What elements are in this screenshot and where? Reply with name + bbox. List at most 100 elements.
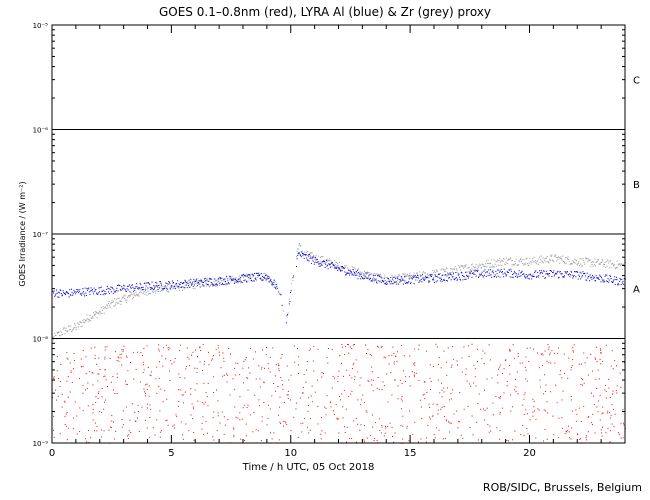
data-point-lyra_zr bbox=[482, 264, 484, 266]
data-point-goes bbox=[191, 403, 193, 405]
data-point-lyra_al bbox=[465, 278, 467, 280]
data-point-lyra_zr bbox=[120, 303, 122, 305]
data-point-lyra_al bbox=[572, 276, 574, 278]
data-point-lyra_al bbox=[529, 273, 531, 275]
data-point-lyra_zr bbox=[208, 285, 210, 287]
data-point-lyra_zr bbox=[489, 262, 491, 264]
data-point-goes bbox=[492, 414, 494, 416]
data-point-lyra_al bbox=[423, 279, 425, 281]
data-point-lyra_zr bbox=[486, 266, 488, 268]
data-point-lyra_zr bbox=[269, 281, 271, 283]
data-point-goes bbox=[226, 381, 228, 383]
data-point-goes bbox=[261, 366, 263, 368]
data-point-lyra_al bbox=[133, 290, 135, 292]
data-point-goes bbox=[116, 373, 118, 375]
data-point-lyra_zr bbox=[149, 293, 151, 295]
data-point-goes bbox=[179, 377, 181, 379]
data-point-lyra_zr bbox=[487, 262, 489, 264]
data-point-goes bbox=[543, 409, 545, 411]
data-point-goes bbox=[192, 406, 194, 408]
data-point-goes bbox=[360, 377, 362, 379]
data-point-lyra_zr bbox=[549, 258, 551, 260]
data-point-goes bbox=[96, 425, 98, 427]
data-point-lyra_zr bbox=[97, 313, 99, 315]
data-point-lyra_al bbox=[571, 271, 573, 273]
data-point-goes bbox=[602, 426, 604, 428]
data-point-goes bbox=[64, 401, 66, 403]
data-point-goes bbox=[602, 406, 604, 408]
data-point-lyra_al bbox=[127, 285, 129, 287]
data-point-lyra_zr bbox=[542, 257, 544, 259]
data-point-lyra_al bbox=[515, 272, 517, 274]
data-point-goes bbox=[182, 394, 184, 396]
data-point-lyra_zr bbox=[391, 274, 393, 276]
data-point-lyra_zr bbox=[539, 261, 541, 263]
data-point-lyra_zr bbox=[483, 265, 485, 267]
data-point-lyra_al bbox=[561, 273, 563, 275]
data-point-goes bbox=[484, 352, 486, 354]
data-point-goes bbox=[126, 383, 128, 385]
data-point-lyra_al bbox=[401, 279, 403, 281]
data-point-lyra_zr bbox=[576, 263, 578, 265]
data-point-lyra_zr bbox=[282, 310, 284, 312]
data-point-goes bbox=[118, 357, 120, 359]
data-point-lyra_zr bbox=[69, 329, 71, 331]
data-point-lyra_al bbox=[266, 274, 268, 276]
data-point-lyra_zr bbox=[424, 272, 426, 274]
data-point-lyra_al bbox=[587, 277, 589, 279]
data-point-lyra_al bbox=[517, 276, 519, 278]
data-point-goes bbox=[137, 417, 139, 419]
data-point-goes bbox=[492, 402, 494, 404]
data-point-goes bbox=[344, 353, 346, 355]
data-point-goes bbox=[543, 393, 545, 395]
data-point-goes bbox=[70, 372, 72, 374]
data-point-goes bbox=[69, 391, 71, 393]
data-point-goes bbox=[462, 437, 464, 439]
data-point-lyra_zr bbox=[381, 279, 383, 281]
data-point-lyra_al bbox=[186, 287, 188, 289]
data-point-lyra_zr bbox=[288, 298, 290, 300]
data-point-goes bbox=[572, 350, 574, 352]
data-point-lyra_zr bbox=[257, 275, 259, 277]
data-point-lyra_zr bbox=[534, 260, 536, 262]
data-point-goes bbox=[417, 441, 419, 443]
data-point-lyra_al bbox=[477, 269, 479, 271]
data-point-goes bbox=[321, 376, 323, 378]
data-point-goes bbox=[532, 348, 534, 350]
data-point-lyra_al bbox=[341, 265, 343, 267]
data-point-lyra_zr bbox=[205, 281, 207, 283]
data-point-goes bbox=[351, 437, 353, 439]
data-point-lyra_al bbox=[416, 276, 418, 278]
data-point-lyra_al bbox=[431, 274, 433, 276]
data-point-lyra_al bbox=[103, 289, 105, 291]
data-point-goes bbox=[446, 387, 448, 389]
data-point-lyra_al bbox=[216, 283, 218, 285]
data-point-lyra_al bbox=[259, 278, 261, 280]
data-point-goes bbox=[399, 379, 401, 381]
data-point-lyra_zr bbox=[280, 294, 282, 296]
data-point-lyra_zr bbox=[102, 306, 104, 308]
data-point-goes bbox=[243, 404, 245, 406]
data-point-lyra_al bbox=[329, 264, 331, 266]
data-point-goes bbox=[313, 370, 315, 372]
data-point-lyra_al bbox=[325, 259, 327, 261]
data-point-goes bbox=[503, 392, 505, 394]
data-point-goes bbox=[165, 344, 167, 346]
data-point-lyra_zr bbox=[571, 263, 573, 265]
data-point-goes bbox=[324, 432, 326, 434]
data-point-lyra_al bbox=[133, 288, 135, 290]
data-point-lyra_zr bbox=[437, 274, 439, 276]
data-point-lyra_zr bbox=[133, 292, 135, 294]
data-point-goes bbox=[92, 384, 94, 386]
data-point-lyra_zr bbox=[415, 276, 417, 278]
data-point-lyra_zr bbox=[227, 277, 229, 279]
data-point-lyra_al bbox=[97, 293, 99, 295]
data-point-goes bbox=[55, 389, 57, 391]
data-point-lyra_al bbox=[497, 275, 499, 277]
data-point-lyra_zr bbox=[165, 286, 167, 288]
data-point-lyra_zr bbox=[163, 286, 165, 288]
data-point-lyra_zr bbox=[256, 280, 258, 282]
data-point-lyra_zr bbox=[556, 260, 558, 262]
data-point-lyra_zr bbox=[596, 260, 598, 262]
data-point-goes bbox=[158, 385, 160, 387]
